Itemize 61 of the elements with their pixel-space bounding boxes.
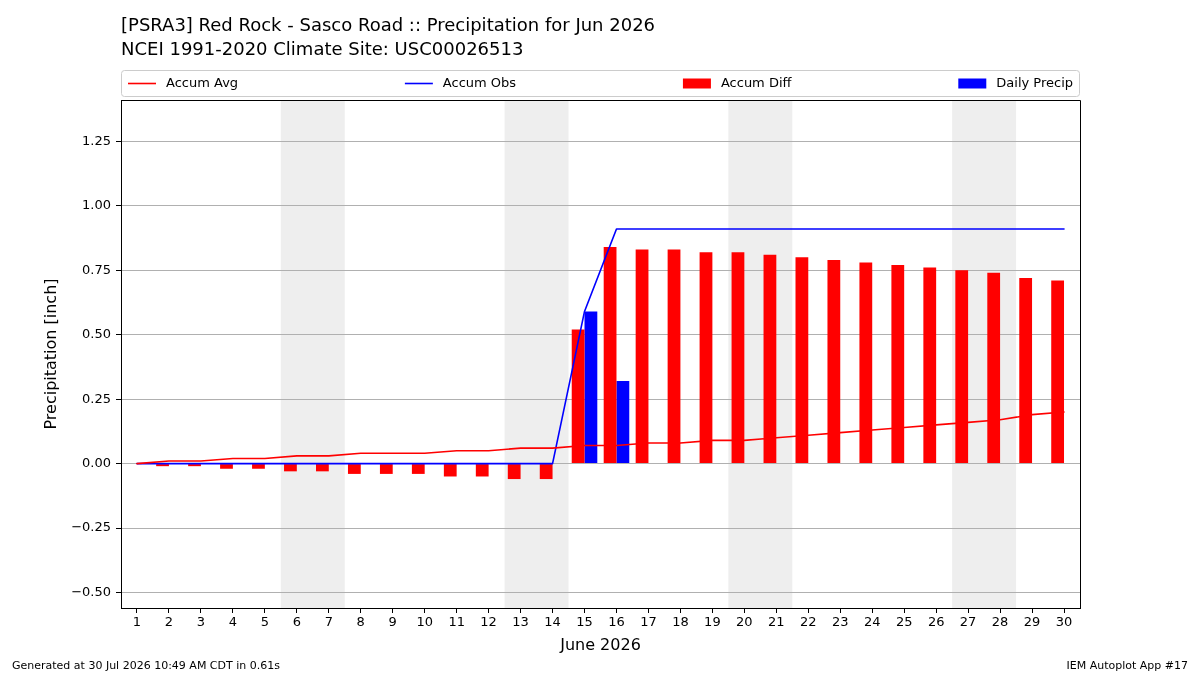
x-tick-label: 25 — [895, 614, 913, 630]
y-tick-label: 1.25 — [82, 132, 111, 148]
x-tick-label: 2 — [164, 614, 174, 630]
legend-label: Accum Obs — [442, 74, 517, 90]
bar — [220, 464, 233, 469]
x-tick-label: 24 — [863, 614, 881, 630]
text: IEM Autoplot App #17 — [1066, 659, 1188, 672]
legend-label: Accum Diff — [720, 74, 793, 90]
x-tick-label: 26 — [927, 614, 945, 630]
text: Generated at 30 Jul 2026 10:49 AM CDT in 0.61s — [12, 659, 281, 672]
bar — [507, 464, 521, 480]
x-tick-label: 20 — [736, 614, 753, 630]
x-tick-label: 18 — [672, 614, 689, 630]
bar — [411, 464, 425, 474]
bar — [616, 381, 630, 464]
x-tick-label: 10 — [416, 614, 433, 630]
x-tick-label: 17 — [640, 614, 657, 630]
bar — [347, 464, 361, 474]
y-tick-label: 0.75 — [82, 261, 111, 277]
bar — [188, 464, 201, 467]
x-tick-label: 14 — [544, 614, 561, 630]
x-tick-label: 8 — [356, 614, 365, 630]
x-tick-label: 30 — [1055, 614, 1073, 630]
y-tick-label: 0.50 — [82, 326, 111, 342]
x-tick-label: 12 — [480, 614, 497, 630]
y-tick-label: 0.00 — [82, 454, 111, 470]
bar — [539, 464, 553, 480]
y-tick-label: −0.25 — [71, 519, 111, 535]
chart-subtitle: NCEI 1991-2020 Climate Site: USC00026513 — [121, 38, 524, 59]
y-axis-title: Precipitation [inch] — [40, 278, 60, 430]
x-tick-label: 11 — [448, 614, 465, 630]
x-tick-label: 22 — [800, 614, 817, 630]
x-tick-label: 5 — [260, 614, 269, 630]
bar — [379, 464, 393, 474]
chart-title: [PSRA3] Red Rock - Sasco Road :: Precipitation for Jun 2026 — [121, 14, 656, 35]
bar — [284, 464, 297, 472]
legend-label: Accum Avg — [166, 74, 239, 90]
x-tick-label: 29 — [1023, 614, 1041, 630]
y-tick-label: −0.50 — [71, 583, 111, 599]
x-tick-label: 27 — [959, 614, 977, 630]
x-axis-title: June 2026 — [559, 634, 641, 654]
bar — [316, 464, 329, 472]
x-tick-label: 7 — [324, 614, 333, 630]
x-tick-label: 4 — [228, 614, 238, 630]
x-tick-label: 3 — [196, 614, 206, 630]
y-tick-label: 1.00 — [82, 197, 111, 213]
x-tick-label: 16 — [608, 614, 625, 630]
x-tick-label: 15 — [576, 614, 593, 630]
x-tick-label: 13 — [512, 614, 529, 630]
x-tick-label: 9 — [388, 614, 397, 630]
x-tick-label: 19 — [704, 614, 721, 630]
x-tick-label: 21 — [768, 614, 785, 630]
x-tick-label: 28 — [991, 614, 1009, 630]
bar — [443, 464, 457, 477]
y-tick-label: 0.25 — [82, 390, 111, 406]
bar — [475, 464, 489, 477]
x-tick-label: 6 — [292, 614, 301, 630]
x-tick-label: 1 — [132, 614, 142, 630]
legend-label: Daily Precip — [996, 74, 1074, 90]
bar — [252, 464, 265, 469]
x-tick-label: 23 — [831, 614, 849, 630]
